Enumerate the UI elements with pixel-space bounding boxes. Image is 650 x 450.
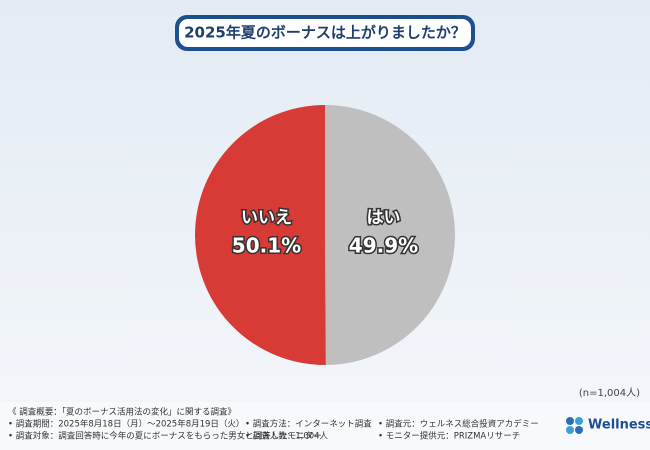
sample-note: (n=1,004人) — [579, 387, 640, 399]
footer-text: • 調査期間：2025年8月18日（月）～2025年8月19日（火） — [8, 419, 244, 430]
pie-slice — [325, 105, 455, 365]
value-label: 50.1% — [232, 234, 301, 258]
title-box — [179, 19, 471, 47]
value-label: 49.9% — [349, 233, 418, 257]
slice-label: いいえ — [241, 208, 292, 228]
logo-icon — [575, 417, 583, 425]
logo: Wellness — [566, 417, 650, 434]
footer-text: • 調査元：ウェルネス総合投資アカデミー — [378, 419, 539, 430]
footer-background — [0, 402, 650, 450]
footer-text: • 調査人数：1,004人 — [245, 431, 329, 442]
footer-text: 《 調査概要：「夏のボーナス活用法の変化」に関する調査》 — [8, 407, 236, 418]
footer-text: • モニター提供元：PRIZMAリサーチ — [378, 431, 520, 442]
footer-text: • 調査対象：調査回答時に今年の夏にボーナスをもらった男女と回答したモニター — [8, 431, 322, 442]
logo-text: Wellness — [588, 418, 650, 433]
logo-icon — [566, 417, 574, 425]
chart-title: 2025年夏のボーナスは上がりましたか？ — [184, 24, 466, 42]
slice-label: はい — [366, 208, 400, 228]
logo-icon — [566, 426, 574, 434]
logo-icon — [575, 426, 583, 434]
pie-slice — [194, 105, 326, 365]
footer-text: • 調査方法：インターネット調査 — [245, 419, 372, 430]
